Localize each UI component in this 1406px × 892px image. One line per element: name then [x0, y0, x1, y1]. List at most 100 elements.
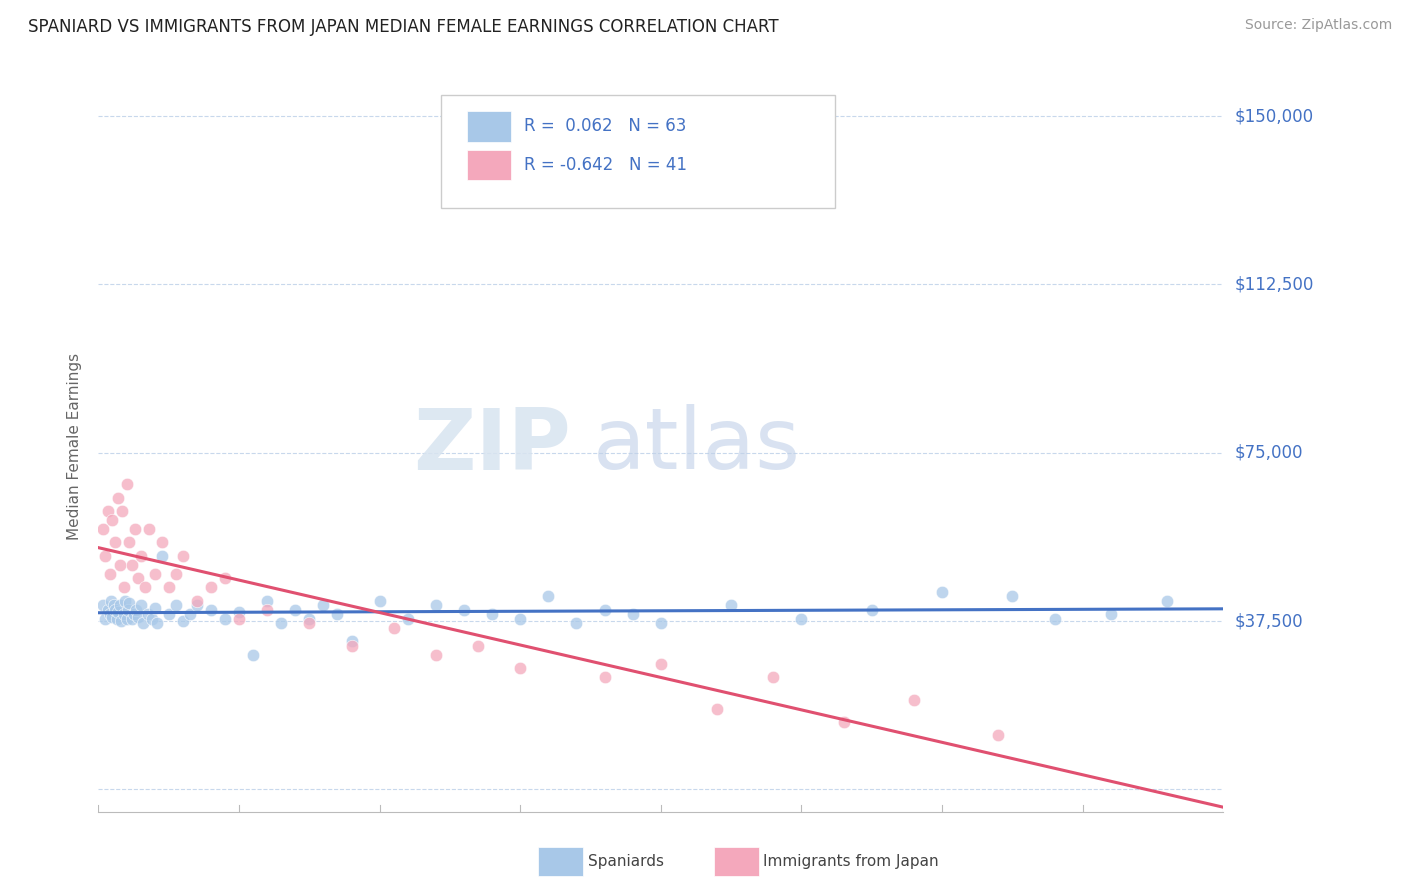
- Point: [200, 603, 222, 617]
- Point: [1001, 590, 1024, 604]
- Point: [136, 607, 159, 622]
- Point: [453, 603, 475, 617]
- Point: [107, 491, 129, 505]
- Point: [141, 612, 163, 626]
- Point: [256, 594, 278, 608]
- FancyBboxPatch shape: [467, 111, 512, 142]
- Point: [115, 477, 138, 491]
- Point: [125, 603, 148, 617]
- Point: [284, 603, 307, 617]
- Point: [121, 612, 143, 626]
- Text: $150,000: $150,000: [1234, 107, 1313, 125]
- Text: $37,500: $37,500: [1234, 612, 1303, 630]
- Point: [650, 616, 672, 631]
- Point: [104, 603, 127, 617]
- Point: [98, 607, 121, 622]
- Point: [298, 616, 321, 631]
- Point: [97, 603, 120, 617]
- Point: [143, 566, 166, 581]
- Point: [1099, 607, 1122, 622]
- Point: [138, 522, 160, 536]
- Point: [157, 580, 180, 594]
- Point: [115, 612, 138, 626]
- Point: [117, 603, 139, 617]
- Point: [104, 535, 127, 549]
- Point: [1156, 594, 1178, 608]
- Point: [186, 599, 208, 613]
- Point: [108, 599, 131, 613]
- Text: $112,500: $112,500: [1234, 276, 1313, 293]
- Point: [860, 603, 883, 617]
- Point: [122, 607, 145, 622]
- Point: [790, 612, 813, 626]
- Point: [129, 599, 152, 613]
- Point: [509, 612, 531, 626]
- Text: Source: ZipAtlas.com: Source: ZipAtlas.com: [1244, 18, 1392, 32]
- Point: [509, 661, 531, 675]
- Point: [132, 616, 155, 631]
- Point: [114, 594, 136, 608]
- Point: [105, 612, 128, 626]
- Point: [91, 599, 114, 613]
- Point: [720, 599, 742, 613]
- Text: R = -0.642   N = 41: R = -0.642 N = 41: [523, 156, 686, 174]
- Point: [200, 580, 222, 594]
- Point: [172, 614, 194, 628]
- Point: [179, 607, 201, 622]
- Point: [118, 535, 141, 549]
- Point: [326, 607, 349, 622]
- Point: [127, 571, 149, 585]
- Point: [101, 609, 124, 624]
- Point: [931, 584, 953, 599]
- Point: [650, 657, 672, 671]
- Text: Spaniards: Spaniards: [588, 855, 664, 869]
- Point: [94, 612, 117, 626]
- Point: [425, 599, 447, 613]
- Y-axis label: Median Female Earnings: Median Female Earnings: [67, 352, 83, 540]
- Point: [112, 580, 135, 594]
- Point: [903, 692, 925, 706]
- Point: [101, 513, 124, 527]
- Point: [165, 566, 187, 581]
- Point: [256, 603, 278, 617]
- Point: [593, 670, 616, 684]
- Point: [382, 621, 405, 635]
- Point: [987, 728, 1010, 742]
- Text: R =  0.062   N = 63: R = 0.062 N = 63: [523, 118, 686, 136]
- Point: [186, 594, 208, 608]
- Point: [150, 549, 173, 563]
- Point: [396, 612, 419, 626]
- Point: [112, 607, 135, 622]
- Point: [214, 571, 236, 585]
- Point: [762, 670, 785, 684]
- Point: [706, 701, 728, 715]
- FancyBboxPatch shape: [467, 150, 512, 180]
- Point: [98, 566, 121, 581]
- Point: [425, 648, 447, 662]
- Text: $75,000: $75,000: [1234, 443, 1303, 462]
- Point: [100, 594, 122, 608]
- Point: [143, 600, 166, 615]
- Point: [228, 612, 250, 626]
- Point: [832, 714, 855, 729]
- Point: [368, 594, 391, 608]
- Point: [110, 614, 132, 628]
- Point: [214, 612, 236, 626]
- Point: [129, 549, 152, 563]
- Point: [107, 605, 129, 619]
- Point: [121, 558, 143, 572]
- Point: [124, 522, 146, 536]
- Point: [111, 504, 134, 518]
- Text: SPANIARD VS IMMIGRANTS FROM JAPAN MEDIAN FEMALE EARNINGS CORRELATION CHART: SPANIARD VS IMMIGRANTS FROM JAPAN MEDIAN…: [28, 18, 779, 36]
- Point: [91, 522, 114, 536]
- Point: [242, 648, 264, 662]
- Point: [150, 535, 173, 549]
- Point: [481, 607, 503, 622]
- Point: [97, 504, 120, 518]
- Point: [340, 639, 363, 653]
- Point: [1043, 612, 1066, 626]
- Point: [340, 634, 363, 648]
- Point: [312, 599, 335, 613]
- Point: [165, 599, 187, 613]
- Point: [565, 616, 588, 631]
